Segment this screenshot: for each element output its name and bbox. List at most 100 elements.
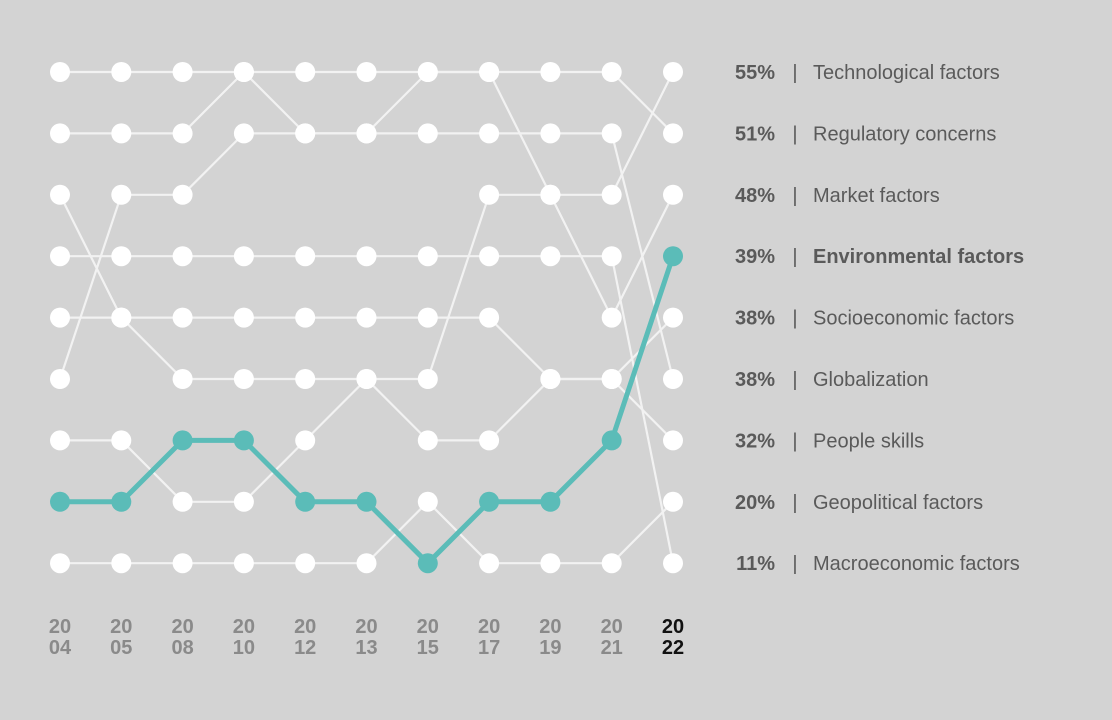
data-point: [601, 246, 622, 267]
data-point: [295, 307, 316, 328]
data-point: [479, 62, 500, 82]
data-point: [663, 491, 683, 512]
data-point: [540, 184, 561, 205]
data-point: [172, 369, 193, 389]
percent-label: 51%: [735, 123, 775, 145]
factor-label: Market factors: [813, 185, 940, 207]
data-point: [233, 62, 254, 82]
percent-label: 38%: [735, 369, 775, 391]
data-point: [540, 123, 561, 144]
series-line: [58, 255, 675, 565]
right-labels: 55% | Technological factors 51% | Regulatory …: [735, 62, 1024, 575]
data-point: [417, 369, 438, 389]
data-point: [663, 430, 683, 451]
separator: |: [792, 492, 797, 514]
highlight-point: [356, 491, 377, 512]
data-point: [417, 62, 438, 82]
highlight-point: [417, 553, 438, 574]
percent-label: 39%: [735, 246, 775, 268]
data-point: [601, 307, 622, 328]
data-point: [540, 553, 561, 574]
percent-label: 32%: [735, 430, 775, 452]
data-point: [172, 491, 193, 512]
data-point: [50, 123, 70, 144]
year-label-top: 20: [49, 616, 71, 638]
data-point: [356, 369, 377, 389]
data-point: [663, 307, 683, 328]
highlight-series-line: [57, 253, 676, 566]
factor-label: Geopolitical factors: [813, 492, 983, 514]
data-point: [663, 184, 683, 205]
separator: |: [792, 246, 797, 268]
data-point: [233, 369, 254, 389]
highlight-point: [479, 491, 500, 512]
year-label-top: 20: [478, 616, 500, 638]
percent-label: 11%: [736, 553, 775, 575]
data-point: [111, 184, 132, 205]
data-point: [479, 430, 500, 451]
year-label-bottom: 19: [539, 637, 561, 659]
year-label-bottom: 10: [233, 637, 255, 659]
year-label-top: 20: [294, 616, 316, 638]
highlight-point: [172, 430, 193, 451]
separator: |: [792, 430, 797, 452]
data-point: [663, 123, 683, 144]
data-point: [233, 123, 254, 144]
data-point: [295, 430, 316, 451]
data-point: [479, 553, 500, 574]
factor-label: Technological factors: [813, 62, 1000, 84]
data-point: [111, 62, 132, 82]
data-point: [540, 369, 561, 389]
percent-label: 55%: [735, 62, 775, 84]
data-point: [540, 246, 561, 267]
separator: |: [792, 62, 797, 84]
percent-label: 38%: [735, 308, 775, 330]
year-label-bottom: 22: [662, 637, 684, 659]
separator: |: [792, 123, 797, 145]
percent-label: 48%: [735, 185, 775, 207]
data-point: [50, 246, 70, 267]
data-point: [111, 123, 132, 144]
data-point: [479, 307, 500, 328]
data-point: [233, 553, 254, 574]
data-point: [540, 62, 561, 82]
year-label-bottom: 13: [355, 637, 377, 659]
data-point: [601, 553, 622, 574]
data-point: [111, 430, 132, 451]
data-point: [295, 123, 316, 144]
data-point: [417, 491, 438, 512]
data-point: [356, 553, 377, 574]
data-point: [417, 307, 438, 328]
series-points: [50, 62, 683, 574]
separator: |: [792, 369, 797, 391]
year-label-top: 20: [539, 616, 561, 638]
factor-label: Socioeconomic factors: [813, 308, 1014, 330]
data-point: [295, 246, 316, 267]
data-point: [663, 62, 683, 82]
data-point: [417, 246, 438, 267]
data-point: [50, 553, 70, 574]
x-axis-labels: 2004200520082010201220132015201720192021…: [49, 616, 684, 659]
year-label-top: 20: [417, 616, 439, 638]
data-point: [50, 369, 70, 389]
data-point: [479, 123, 500, 144]
year-label-bottom: 15: [417, 637, 439, 659]
data-point: [172, 307, 193, 328]
separator: |: [792, 308, 797, 330]
highlight-point: [233, 430, 254, 451]
year-label-top: 20: [233, 616, 255, 638]
data-point: [356, 62, 377, 82]
data-point: [417, 430, 438, 451]
data-point: [50, 184, 70, 205]
data-point: [601, 369, 622, 389]
series-line: [58, 377, 675, 503]
year-label-bottom: 04: [49, 637, 72, 659]
data-point: [233, 491, 254, 512]
data-point: [663, 553, 683, 574]
data-point: [479, 184, 500, 205]
factor-label: People skills: [813, 430, 924, 452]
data-point: [172, 123, 193, 144]
environmental-factors-line: [57, 253, 676, 566]
year-label-bottom: 21: [601, 637, 623, 659]
